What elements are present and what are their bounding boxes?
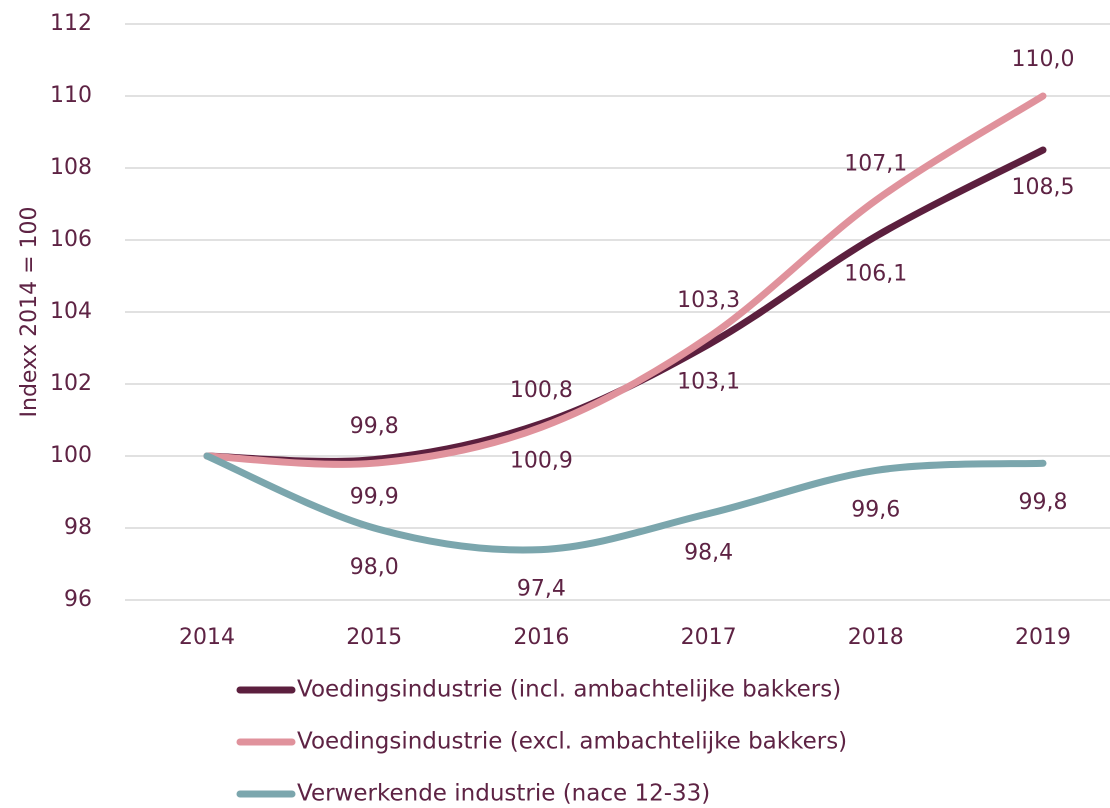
x-tick-label: 2014 bbox=[179, 625, 235, 650]
y-tick-label: 102 bbox=[50, 371, 92, 396]
data-label: 99,9 bbox=[350, 485, 399, 510]
y-tick-label: 108 bbox=[50, 155, 92, 180]
legend-label: Voedingsindustrie (excl. ambachtelijke b… bbox=[297, 729, 847, 755]
legend-label: Voedingsindustrie (incl. ambachtelijke b… bbox=[297, 677, 841, 703]
data-label: 100,8 bbox=[510, 378, 573, 403]
data-label: 98,4 bbox=[684, 541, 733, 566]
line bbox=[203, 146, 1047, 465]
y-tick-label: 96 bbox=[64, 587, 92, 612]
x-tick-label: 2019 bbox=[1015, 625, 1071, 650]
x-tick-label: 2017 bbox=[681, 625, 737, 650]
x-tick-label: 2015 bbox=[346, 625, 402, 650]
legend-label: Verwerkende industrie (nace 12-33) bbox=[297, 781, 710, 807]
data-label: 106,1 bbox=[844, 261, 907, 286]
y-tick-label: 106 bbox=[50, 227, 92, 252]
data-label: 108,5 bbox=[1012, 175, 1075, 200]
x-tick-label: 2018 bbox=[848, 625, 904, 650]
line bbox=[203, 452, 1047, 554]
data-label: 99,6 bbox=[851, 497, 900, 522]
y-tick-label: 112 bbox=[50, 11, 92, 36]
data-label: 103,1 bbox=[677, 369, 740, 394]
data-label: 99,8 bbox=[350, 414, 399, 439]
y-tick-label: 100 bbox=[50, 443, 92, 468]
legend: Voedingsindustrie (incl. ambachtelijke b… bbox=[236, 677, 847, 807]
y-tick-label: 104 bbox=[50, 299, 92, 324]
y-tick-label: 98 bbox=[64, 515, 92, 540]
data-label: 100,9 bbox=[510, 449, 573, 474]
line bbox=[203, 92, 1047, 468]
data-label: 98,0 bbox=[350, 555, 399, 580]
data-label: 110,0 bbox=[1012, 47, 1075, 72]
x-tick-label: 2016 bbox=[513, 625, 569, 650]
y-tick-label: 110 bbox=[50, 83, 92, 108]
data-label: 103,3 bbox=[677, 288, 740, 313]
data-label: 97,4 bbox=[517, 577, 566, 602]
data-label: 99,8 bbox=[1019, 490, 1068, 515]
data-label: 107,1 bbox=[844, 151, 907, 176]
y-axis-label: Indexx 2014 = 100 bbox=[17, 207, 42, 418]
